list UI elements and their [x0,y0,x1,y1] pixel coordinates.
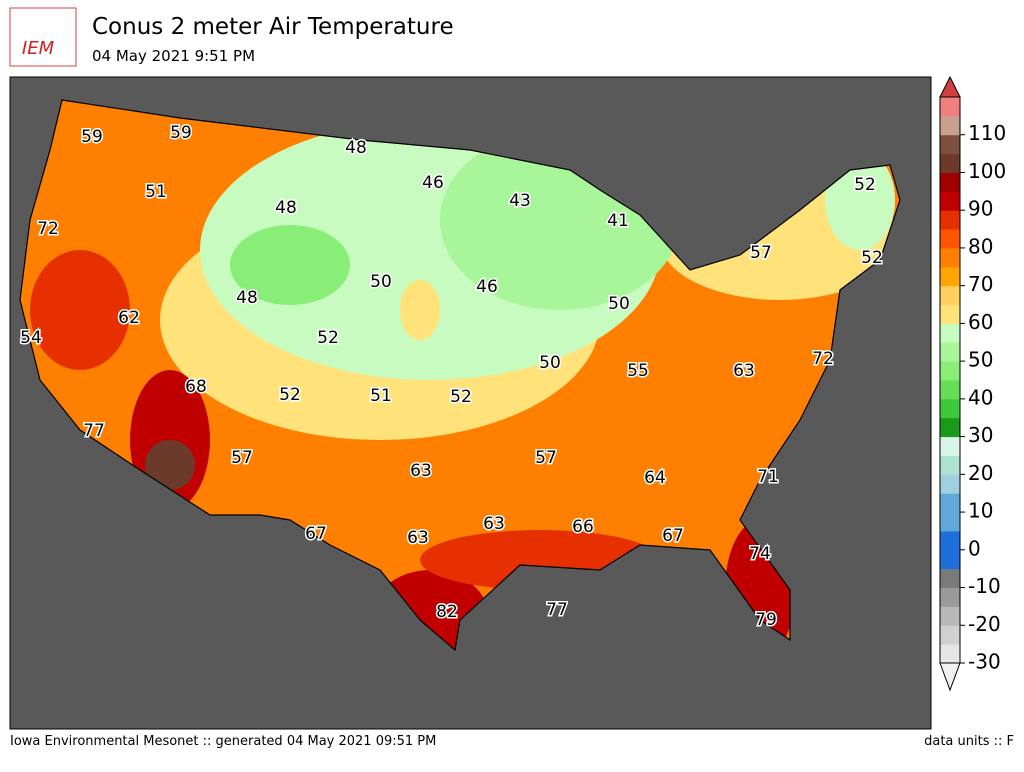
map-label: 62 [118,308,140,328]
map-label: 63 [410,461,432,481]
colorbar-segment [940,191,960,211]
map-label: 52 [317,328,339,348]
map-label: 82 [436,602,458,622]
map-label: 55 [627,361,649,381]
map-label: 77 [83,421,105,441]
logo: IEM [9,7,77,67]
colorbar-segment [940,625,960,645]
colorbar-segment [940,342,960,362]
map-label: 74 [749,544,771,564]
colorbar-segment [940,436,960,456]
title: Conus 2 meter Air Temperature [92,14,454,40]
footer-right: data units :: F [924,734,1014,749]
colorbar-tick-label: 40 [968,385,993,409]
colorbar-segment [940,323,960,343]
colorbar-tick-label: -10 [968,574,1001,598]
map-label: 52 [854,175,876,195]
colorbar-segment [940,606,960,626]
colorbar-arrow [939,662,961,692]
colorbar-tick-label: 60 [968,310,993,334]
colorbar-segment [940,417,960,438]
map-label: 57 [231,448,253,468]
map-label: 52 [450,387,472,407]
colorbar-segment [940,361,960,381]
map-label: 57 [750,243,772,263]
colorbar-segment [940,97,960,117]
colorbar-tick-label: 50 [968,348,993,372]
colorbar-segment [940,153,960,173]
map-label: 59 [81,127,103,147]
colorbar-tick-label: 80 [968,234,993,258]
map-label: 68 [185,377,207,397]
colorbar-segment [940,285,960,306]
us-outline [19,99,901,652]
colorbar-segment [940,549,960,570]
map-label: 50 [539,353,561,373]
map-label: 67 [305,524,327,544]
colorbar-arrow [939,75,961,98]
map-label: 79 [755,610,777,630]
colorbar-segment [940,247,960,268]
colorbar-segment [940,568,960,589]
map-label: 43 [509,191,531,211]
map-label: 77 [546,600,568,620]
map-label: 48 [236,288,258,308]
map-label: 71 [757,467,779,487]
colorbar-segment [940,115,960,136]
colorbar-segment [940,587,960,607]
map-label: 50 [608,294,630,314]
colorbar-segment [940,512,960,532]
logo-text: IEM [22,38,55,59]
map-label: 72 [812,349,834,369]
map-label: 51 [145,182,167,202]
map-label: 48 [275,198,297,218]
colorbar-tick-label: -30 [968,650,1001,674]
map-label: 67 [662,526,684,546]
colorbar-segment [940,210,960,230]
subtitle: 04 May 2021 9:51 PM [92,47,255,65]
map-label: 59 [170,123,192,143]
map-label: 48 [345,138,367,158]
colorbar-segment [940,398,960,419]
colorbar-tick-label: 30 [968,423,993,447]
colorbar-segment [940,229,960,249]
colorbar-tick-label: 10 [968,499,993,523]
colorbar-tick-label: 0 [968,536,981,560]
footer-left: Iowa Environmental Mesonet :: generated … [10,734,436,749]
map-label: 63 [733,361,755,381]
colorbar-segment [940,493,960,513]
map-label: 63 [407,528,429,548]
colorbar-tick-label: 70 [968,272,993,296]
colorbar-tick-label: 100 [968,159,1006,183]
colorbar-frame [939,96,961,664]
map-label: 57 [535,448,557,468]
colorbar-segment [940,172,960,192]
colorbar-segment [940,134,960,155]
map-label: 72 [37,219,59,239]
map-label: 52 [861,248,883,268]
map-label: 54 [20,328,42,348]
colorbar-tick-label: 110 [968,121,1006,145]
colorbar-tick-label: -20 [968,612,1001,636]
map-label: 50 [370,272,392,292]
colorbar-segment [940,474,960,494]
map-label: 46 [422,173,444,193]
colorbar-segment [940,304,960,324]
map-label: 63 [483,514,505,534]
map-label: 51 [370,386,392,406]
map-label: 66 [572,517,594,537]
colorbar-segment [940,644,960,664]
map-label: 41 [607,211,629,231]
colorbar-segment [940,266,960,287]
colorbar-segment [940,530,960,551]
colorbar-tick-label: 90 [968,197,993,221]
map-label: 64 [644,468,666,488]
colorbar-segment [940,455,960,475]
map-label: 46 [476,277,498,297]
map-label: 52 [279,385,301,405]
colorbar-tick-label: 20 [968,461,993,485]
colorbar-segment [940,380,960,400]
